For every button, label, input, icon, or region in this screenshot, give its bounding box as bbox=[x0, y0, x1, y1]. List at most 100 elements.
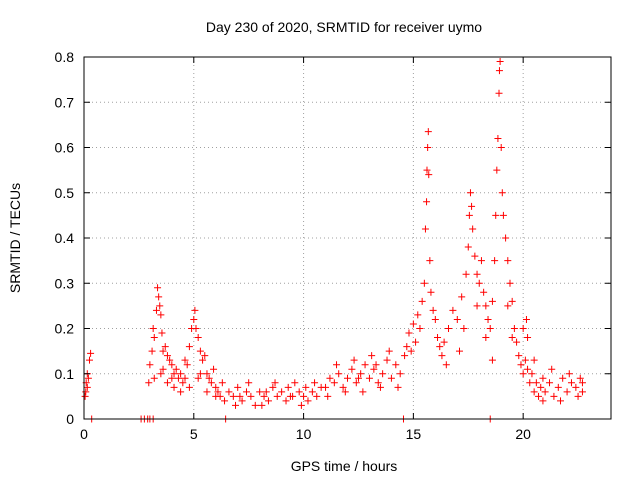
data-point bbox=[498, 189, 506, 197]
data-point bbox=[155, 293, 163, 301]
data-point bbox=[429, 306, 437, 314]
data-point bbox=[158, 329, 166, 337]
data-point bbox=[174, 374, 182, 382]
y-tick-label: 0.5 bbox=[55, 185, 75, 201]
data-point bbox=[154, 284, 162, 292]
data-point bbox=[499, 211, 507, 219]
data-point bbox=[156, 302, 164, 310]
data-point bbox=[203, 370, 211, 378]
data-point bbox=[475, 279, 483, 287]
data-point bbox=[496, 58, 504, 66]
data-point bbox=[414, 311, 422, 319]
data-point bbox=[183, 361, 191, 369]
data-point bbox=[83, 383, 91, 391]
data-point bbox=[152, 306, 160, 314]
data-point bbox=[438, 352, 446, 360]
data-point bbox=[313, 392, 321, 400]
y-tick-label: 0.6 bbox=[55, 140, 75, 156]
data-point bbox=[462, 270, 470, 278]
data-point bbox=[567, 379, 575, 387]
data-point bbox=[284, 383, 292, 391]
data-point bbox=[205, 374, 213, 382]
data-point bbox=[84, 374, 92, 382]
data-point bbox=[519, 325, 527, 332]
data-point bbox=[530, 388, 538, 396]
data-point bbox=[488, 297, 496, 305]
data-point bbox=[468, 202, 476, 210]
data-point bbox=[458, 293, 466, 301]
data-point bbox=[521, 356, 529, 364]
y-tick-label: 0.3 bbox=[55, 275, 75, 291]
data-point bbox=[179, 379, 187, 387]
data-point bbox=[262, 388, 270, 396]
data-point bbox=[203, 388, 211, 396]
data-point bbox=[166, 356, 174, 364]
data-point bbox=[471, 252, 479, 260]
data-point bbox=[416, 325, 424, 332]
data-point bbox=[157, 311, 165, 319]
data-point bbox=[295, 388, 303, 396]
data-point bbox=[82, 388, 90, 396]
y-tick-labels: 0 0.1 0.2 0.3 0.4 0.5 0.6 0.7 0.8 bbox=[55, 49, 75, 427]
data-point bbox=[486, 325, 494, 332]
data-point bbox=[477, 257, 485, 265]
data-point bbox=[302, 383, 310, 391]
data-point bbox=[372, 361, 380, 369]
data-point bbox=[394, 383, 402, 391]
data-point bbox=[168, 374, 176, 382]
data-point bbox=[565, 370, 573, 378]
y-tick-label: 0.4 bbox=[55, 230, 75, 246]
data-point bbox=[434, 334, 442, 342]
data-point bbox=[396, 370, 404, 378]
data-point bbox=[264, 397, 272, 405]
data-point bbox=[308, 388, 316, 396]
data-point bbox=[495, 89, 503, 97]
data-point bbox=[216, 392, 224, 400]
data-point bbox=[344, 374, 351, 382]
data-point bbox=[405, 329, 413, 337]
data-point bbox=[207, 379, 215, 387]
data-point bbox=[87, 349, 95, 357]
data-point bbox=[403, 343, 411, 351]
data-point bbox=[238, 397, 246, 405]
data-point bbox=[311, 379, 319, 387]
data-point bbox=[150, 374, 158, 382]
y-tick-label: 0.2 bbox=[55, 321, 75, 337]
data-point bbox=[455, 347, 463, 355]
data-point bbox=[440, 338, 448, 346]
data-point bbox=[218, 379, 226, 387]
data-point bbox=[181, 356, 189, 364]
data-point bbox=[260, 392, 268, 400]
data-point bbox=[145, 379, 153, 387]
data-point bbox=[546, 379, 554, 387]
y-tick-label: 0.7 bbox=[55, 94, 75, 110]
data-point bbox=[341, 388, 349, 396]
data-point bbox=[300, 392, 308, 400]
data-point bbox=[494, 134, 502, 142]
data-point bbox=[528, 370, 536, 378]
data-point bbox=[522, 315, 530, 323]
data-point bbox=[554, 383, 562, 391]
data-point bbox=[578, 388, 586, 396]
data-point bbox=[418, 297, 426, 305]
data-point bbox=[149, 325, 157, 332]
data-point bbox=[383, 356, 391, 364]
data-point bbox=[409, 320, 417, 328]
data-point bbox=[559, 374, 567, 382]
data-point bbox=[333, 361, 341, 369]
data-point bbox=[247, 392, 255, 400]
data-point bbox=[335, 370, 343, 378]
data-point bbox=[225, 388, 233, 396]
data-point bbox=[539, 397, 547, 405]
data-point bbox=[535, 392, 543, 400]
data-point bbox=[359, 388, 367, 396]
chart-title: Day 230 of 2020, SRMTID for receiver uym… bbox=[206, 19, 482, 35]
data-point bbox=[556, 397, 564, 405]
data-point bbox=[464, 243, 472, 251]
data-point bbox=[194, 374, 202, 382]
data-point bbox=[177, 388, 185, 396]
data-point bbox=[420, 279, 428, 287]
data-point bbox=[502, 234, 510, 242]
data-point bbox=[170, 370, 178, 378]
data-point bbox=[365, 374, 373, 382]
